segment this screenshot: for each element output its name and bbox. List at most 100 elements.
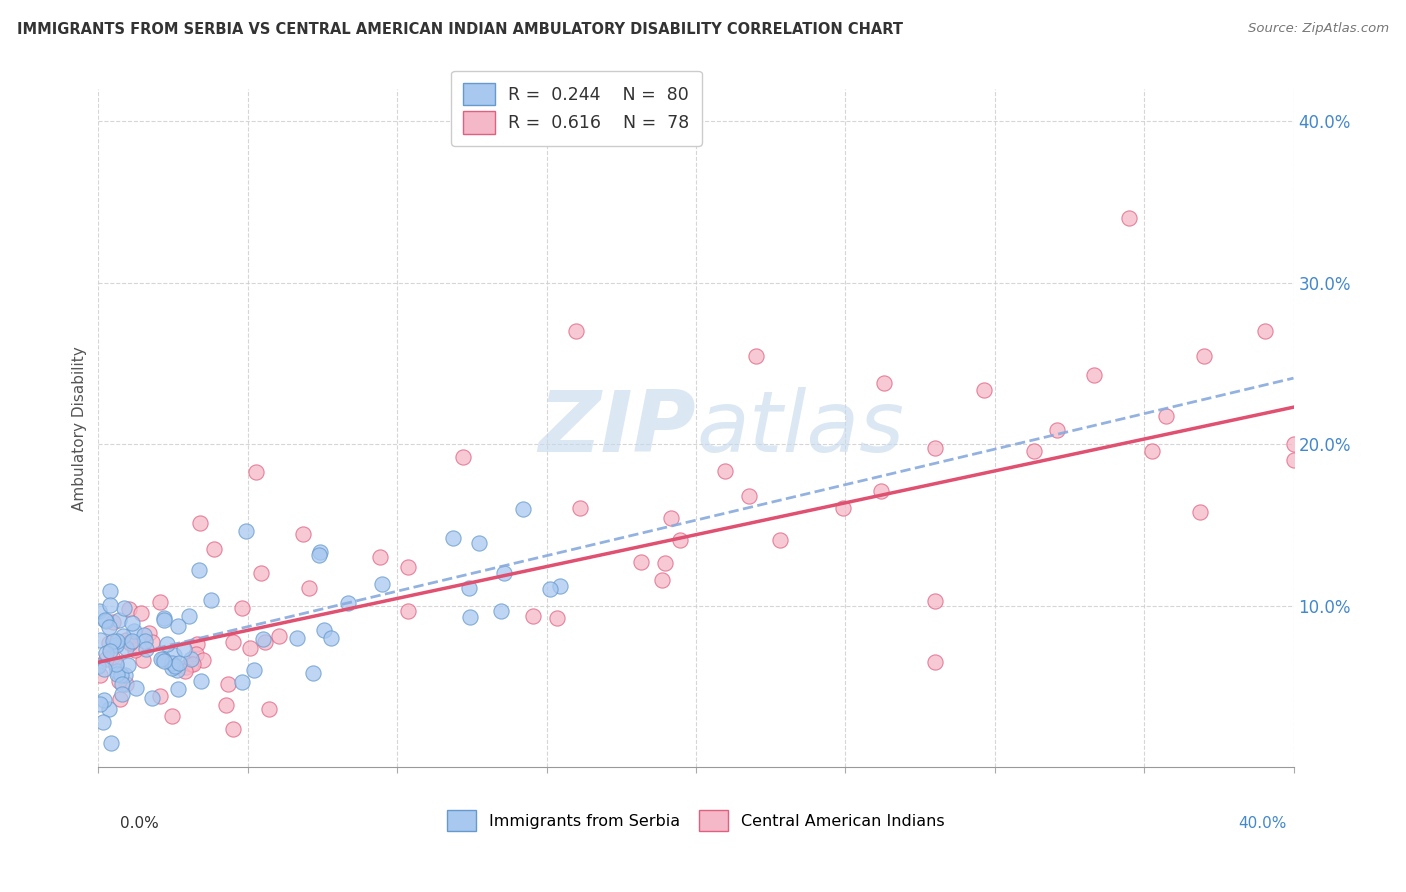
Point	[181, 657, 204, 671]
Point	[630, 555, 652, 569]
Point	[654, 556, 676, 570]
Point	[1142, 444, 1164, 458]
Point	[239, 640, 262, 655]
Point	[337, 596, 360, 610]
Point	[114, 668, 136, 682]
Point	[152, 652, 174, 666]
Point	[453, 450, 475, 465]
Point	[166, 619, 188, 633]
Point	[93, 662, 115, 676]
Point	[769, 533, 792, 548]
Point	[298, 582, 321, 596]
Text: ZIP: ZIP	[538, 386, 696, 470]
Point	[924, 442, 946, 456]
Y-axis label: Ambulatory Disability: Ambulatory Disability	[72, 346, 87, 510]
Point	[98, 620, 121, 634]
Point	[153, 654, 176, 668]
Point	[162, 656, 184, 670]
Text: atlas: atlas	[696, 386, 904, 470]
Point	[162, 661, 184, 675]
Point	[1282, 453, 1305, 467]
Point	[96, 652, 118, 666]
Point	[150, 652, 173, 666]
Point	[565, 324, 588, 338]
Point	[108, 613, 131, 627]
Point	[141, 690, 163, 705]
Point	[134, 634, 156, 648]
Point	[117, 657, 139, 672]
Point	[285, 631, 308, 645]
Point	[396, 604, 419, 618]
Point	[184, 647, 207, 661]
Point	[149, 595, 172, 609]
Point	[314, 624, 336, 638]
Point	[94, 613, 117, 627]
Point	[180, 652, 202, 666]
Point	[308, 548, 330, 562]
Point	[100, 736, 122, 750]
Point	[242, 663, 264, 677]
Text: 40.0%: 40.0%	[1239, 816, 1286, 831]
Point	[132, 653, 155, 667]
Point	[489, 604, 512, 618]
Point	[160, 709, 183, 723]
Point	[457, 581, 479, 595]
Point	[156, 637, 179, 651]
Point	[166, 663, 188, 677]
Point	[112, 629, 135, 643]
Point	[190, 673, 212, 688]
Point	[118, 636, 141, 650]
Point	[115, 677, 138, 691]
Point	[163, 648, 186, 663]
Point	[105, 664, 128, 678]
Point	[253, 635, 276, 649]
Point	[87, 604, 110, 618]
Point	[121, 616, 143, 631]
Point	[738, 489, 761, 503]
Point	[1046, 423, 1069, 437]
Point	[89, 668, 111, 682]
Point	[257, 702, 280, 716]
Point	[460, 609, 482, 624]
Point	[98, 584, 121, 599]
Point	[101, 650, 124, 665]
Point	[111, 687, 134, 701]
Point	[215, 698, 238, 712]
Point	[368, 550, 391, 565]
Point	[103, 634, 125, 648]
Point	[135, 642, 157, 657]
Point	[89, 697, 111, 711]
Point	[179, 608, 201, 623]
Point	[173, 642, 195, 657]
Point	[973, 383, 995, 397]
Point	[148, 690, 170, 704]
Point	[249, 566, 271, 581]
Point	[93, 693, 115, 707]
Point	[546, 611, 568, 625]
Point	[112, 601, 135, 615]
Point	[1189, 505, 1212, 519]
Point	[370, 577, 392, 591]
Point	[174, 664, 197, 678]
Point	[651, 574, 673, 588]
Legend: Immigrants from Serbia, Central American Indians: Immigrants from Serbia, Central American…	[441, 804, 950, 837]
Point	[714, 464, 737, 478]
Point	[202, 541, 225, 556]
Point	[101, 615, 124, 630]
Point	[1253, 324, 1275, 338]
Point	[292, 526, 315, 541]
Point	[492, 566, 515, 580]
Point	[1083, 368, 1105, 382]
Point	[105, 658, 128, 673]
Point	[180, 657, 202, 671]
Point	[231, 674, 253, 689]
Point	[538, 582, 561, 596]
Point	[105, 667, 128, 681]
Point	[122, 624, 145, 639]
Point	[1022, 443, 1045, 458]
Text: IMMIGRANTS FROM SERBIA VS CENTRAL AMERICAN INDIAN AMBULATORY DISABILITY CORRELAT: IMMIGRANTS FROM SERBIA VS CENTRAL AMERIC…	[17, 22, 903, 37]
Point	[152, 611, 174, 625]
Point	[190, 516, 212, 530]
Point	[138, 626, 160, 640]
Point	[231, 601, 253, 615]
